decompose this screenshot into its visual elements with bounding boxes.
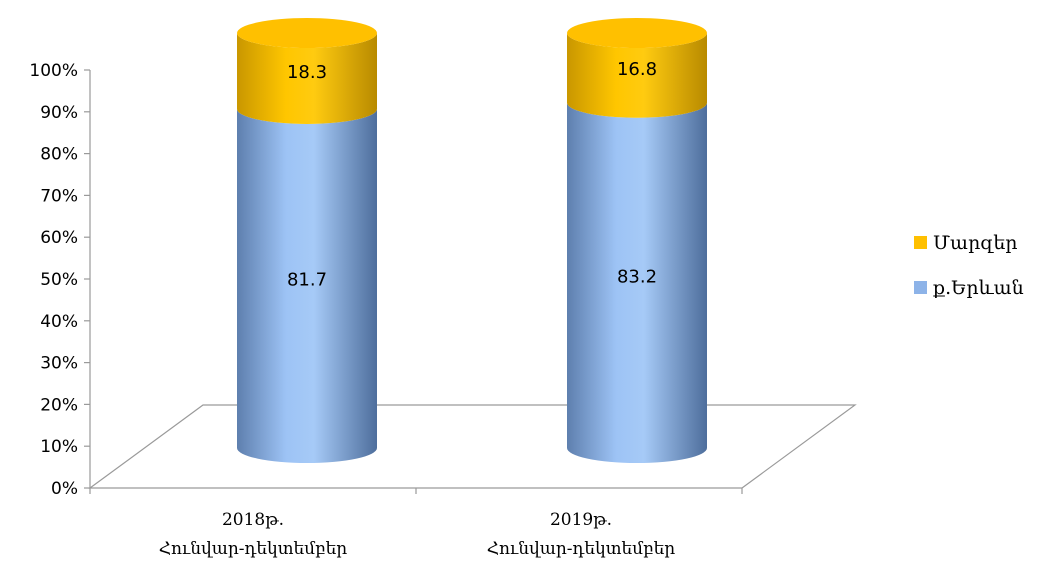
y-tick-label: 20%	[40, 395, 78, 415]
y-tick-label: 70%	[40, 186, 78, 206]
y-tick-label: 100%	[29, 61, 78, 81]
y-tick-label: 90%	[40, 103, 78, 123]
cylinder-1: 81.7 18.3	[237, 18, 377, 463]
data-label: 18.3	[287, 62, 327, 83]
legend-label: Մարզեր	[933, 232, 1018, 254]
bar-segment-marzer	[567, 33, 707, 118]
category-label: Հունվար-դեկտեմբեր	[487, 539, 676, 559]
y-tick-label: 80%	[40, 145, 78, 165]
data-label: 83.2	[617, 266, 657, 287]
legend-swatch	[914, 236, 927, 249]
category-label: 2019թ.	[550, 510, 612, 530]
bars: 81.7 18.3 83.2 16.8	[237, 18, 707, 463]
x-axis-ticks	[89, 488, 743, 494]
bar-segment-yerevan	[567, 102, 707, 463]
cylinder-top-cap	[237, 18, 377, 48]
category-label: Հունվար-դեկտեմբեր	[159, 539, 348, 559]
data-label: 81.7	[287, 269, 327, 290]
y-tick-label: 10%	[40, 437, 78, 457]
legend-swatch	[914, 281, 927, 294]
bar-segment-marzer	[237, 33, 377, 124]
cylinder-top-cap	[567, 18, 707, 48]
cylinder-2: 83.2 16.8	[567, 18, 707, 463]
y-tick-label: 60%	[40, 228, 78, 248]
category-label: 2018թ.	[222, 510, 284, 530]
y-axis-ticks: 0% 10% 20% 30% 40% 50% 60% 70% 80% 90% 100%	[29, 61, 90, 499]
bar-segment-yerevan	[237, 108, 377, 463]
y-tick-label: 40%	[40, 312, 78, 332]
y-tick-label: 30%	[40, 354, 78, 374]
chart-floor	[88, 404, 857, 489]
legend: Մարզեր ք.Երևան	[914, 232, 1024, 299]
y-tick-label: 50%	[40, 270, 78, 290]
y-tick-label: 0%	[51, 479, 78, 499]
legend-label: ք.Երևան	[933, 277, 1024, 299]
data-label: 16.8	[617, 59, 657, 80]
category-labels: 2018թ. Հունվար-դեկտեմբեր 2019թ. Հունվար-դեկ…	[159, 510, 676, 559]
